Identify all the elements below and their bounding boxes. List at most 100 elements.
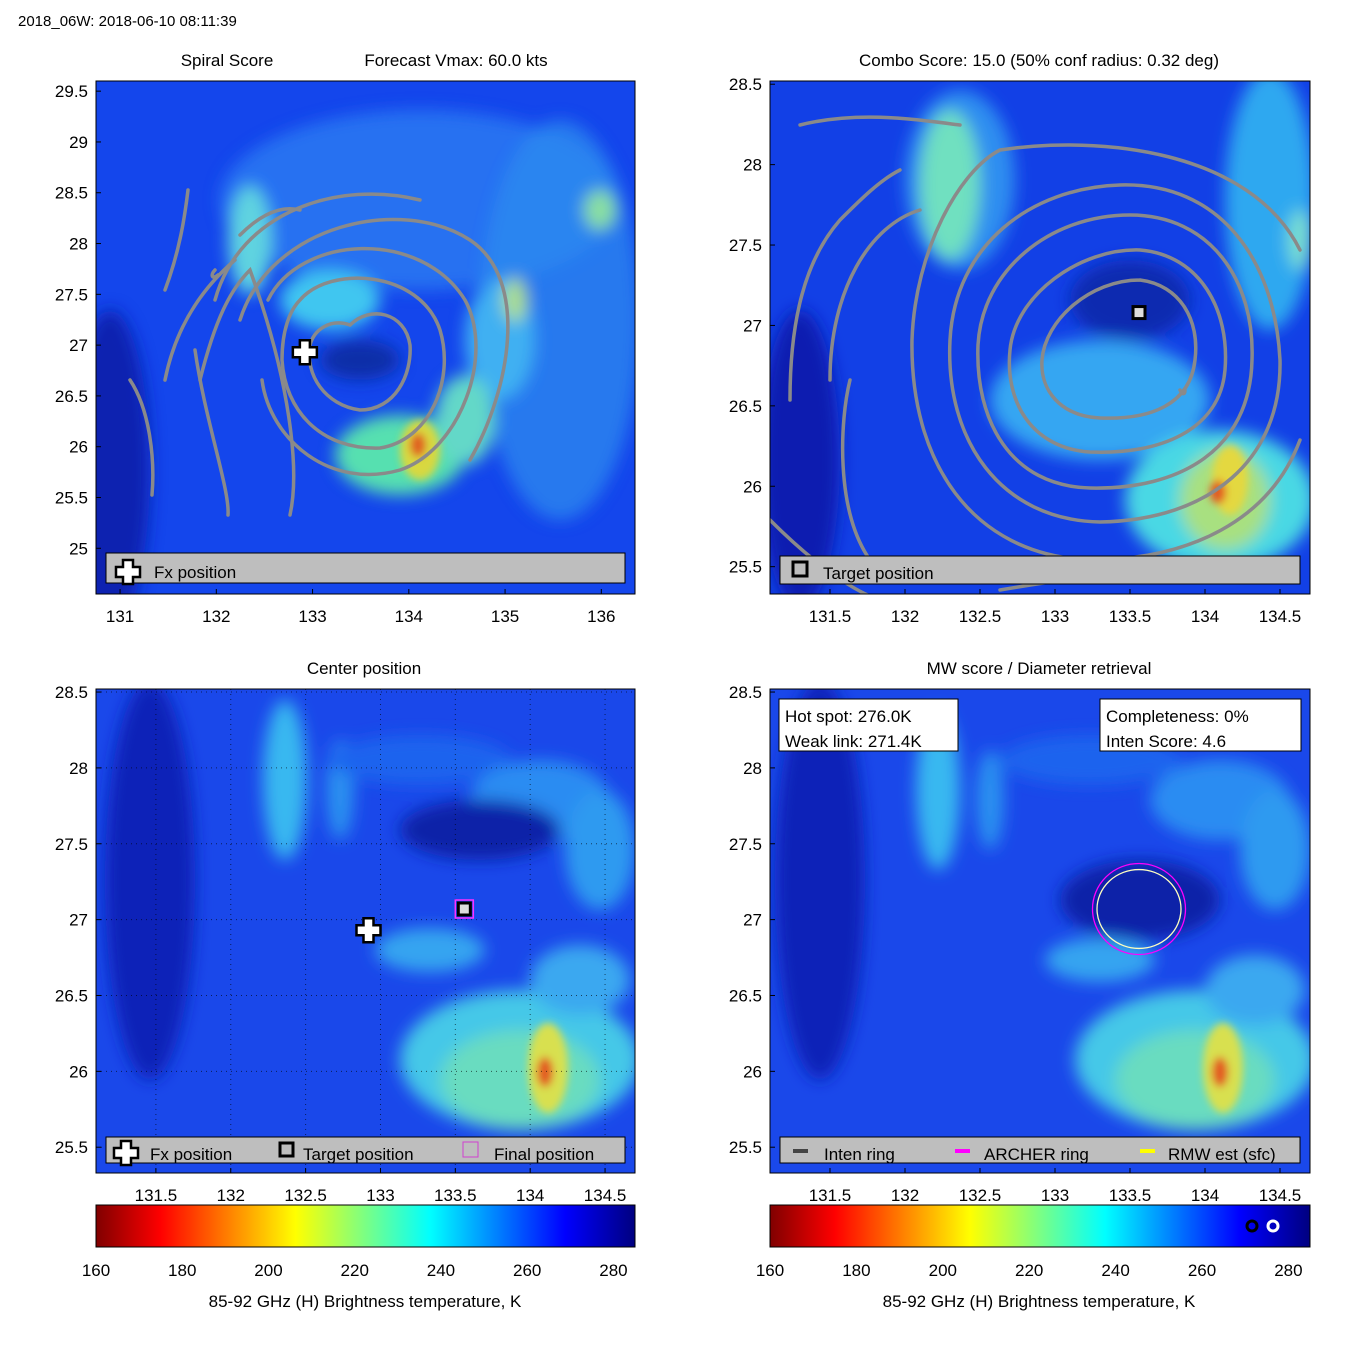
x-tick-label: 133	[1041, 1186, 1069, 1205]
y-tick-label: 28	[69, 235, 88, 254]
y-tick-label: 26	[69, 1062, 88, 1081]
x-tick-label: 134.5	[1259, 607, 1302, 626]
square-icon	[278, 1141, 295, 1158]
mw-title: MW score / Diameter retrieval	[927, 659, 1152, 678]
y-tick-label: 26	[743, 477, 762, 496]
colorbar-tick-label: 240	[427, 1261, 455, 1280]
mw-legend-rmw: RMW est (sfc)	[1168, 1145, 1276, 1164]
spiral-tick-labels: 131 132 133 134 135 136 25 25.5 26 26.5 27 27.5 28 28…	[55, 82, 616, 626]
colorbar-tick-label: 180	[842, 1261, 870, 1280]
x-tick-label: 134	[1191, 1186, 1219, 1205]
y-tick-label: 27.5	[55, 285, 88, 304]
spiral-title: Spiral Score	[181, 51, 274, 70]
y-tick-label: 26.5	[55, 986, 88, 1005]
x-tick-label: 133.5	[434, 1186, 477, 1205]
mw-axes	[769, 688, 1311, 1174]
y-tick-label: 28.5	[729, 75, 762, 94]
colorbar-tick-label: 160	[82, 1261, 110, 1280]
x-tick-label: 132	[891, 1186, 919, 1205]
y-tick-label: 27	[743, 316, 762, 335]
x-tick-label: 134.5	[584, 1186, 627, 1205]
center-axes	[95, 688, 636, 1174]
x-tick-label: 134	[395, 607, 423, 626]
colorbar-tick-label: 260	[513, 1261, 541, 1280]
x-tick-label: 132	[891, 607, 919, 626]
center-legend-final: Final position	[494, 1145, 594, 1164]
colorbar-tick-label: 280	[1274, 1261, 1302, 1280]
colorbar-tick-label: 240	[1101, 1261, 1129, 1280]
mw-legend: Inten ring ARCHER ring RMW est (sfc)	[779, 1136, 1301, 1164]
y-tick-label: 28	[69, 759, 88, 778]
x-tick-label: 133.5	[1109, 1186, 1152, 1205]
x-tick-label: 132.5	[959, 607, 1002, 626]
colorbar-left-gradient	[95, 1204, 636, 1248]
x-tick-label: 133	[366, 1186, 394, 1205]
y-tick-label: 28	[743, 156, 762, 175]
combo-axes	[769, 80, 1311, 595]
y-tick-label: 27	[69, 336, 88, 355]
x-tick-label: 134	[1191, 607, 1219, 626]
mw-legend-box	[779, 1136, 1301, 1164]
colorbar-left-label: 85-92 GHz (H) Brightness temperature, K	[209, 1292, 522, 1311]
colorbar-tick-label: 200	[254, 1261, 282, 1280]
combo-legend: Target position	[779, 555, 1301, 585]
center-title: Center position	[307, 659, 421, 678]
combo-panel: Combo Score: 15.0 (50% conf radius: 0.32…	[729, 51, 1311, 626]
y-tick-label: 29	[69, 133, 88, 152]
y-tick-label: 28.5	[55, 683, 88, 702]
y-tick-label: 25	[69, 539, 88, 558]
mw-legend-archer: ARCHER ring	[984, 1145, 1089, 1164]
colorbar-left: 160 180 200 220 240 260 280 85-92 GHz (H) Brig…	[82, 1204, 636, 1311]
center-field	[105, 689, 635, 1130]
completeness-text: Completeness: 0%	[1106, 707, 1249, 726]
mw-field	[775, 689, 1310, 1130]
mw-legend-inten: Inten ring	[824, 1145, 895, 1164]
combo-field	[770, 81, 1310, 594]
figure-title: 2018_06W: 2018-06-10 08:11:39	[18, 13, 237, 30]
colorbar-tick-label: 180	[168, 1261, 196, 1280]
combo-markers	[1131, 305, 1147, 321]
spiral-legend-fx: Fx position	[154, 563, 236, 582]
x-tick-label: 133.5	[1109, 607, 1152, 626]
y-tick-label: 25.5	[55, 1138, 88, 1157]
colorbar-right-gradient	[769, 1204, 1311, 1248]
x-tick-label: 131.5	[809, 1186, 852, 1205]
center-markers	[355, 899, 475, 944]
center-legend-target: Target position	[303, 1145, 414, 1164]
spiral-legend-box	[105, 552, 626, 584]
y-tick-label: 25.5	[55, 488, 88, 507]
rmw-ring	[1096, 868, 1182, 950]
inten-score-text: Inten Score: 4.6	[1106, 732, 1226, 751]
y-tick-label: 27.5	[55, 835, 88, 854]
y-tick-label: 26	[69, 438, 88, 457]
x-tick-label: 131.5	[809, 607, 852, 626]
x-tick-label: 132.5	[959, 1186, 1002, 1205]
y-tick-label: 28.5	[55, 184, 88, 203]
center-tick-labels: 131.5 132 132.5 133 133.5 134 134.5 25.5 26 26.5 2…	[55, 683, 626, 1205]
colorbar-tick-label: 160	[756, 1261, 784, 1280]
mw-hotspot-box: Hot spot: 276.0K Weak link: 271.4K	[778, 698, 959, 752]
spiral-legend: Fx position	[105, 552, 626, 586]
colorbar-tick-label: 280	[599, 1261, 627, 1280]
cross-icon	[114, 558, 142, 586]
colorbar-tick-label: 260	[1188, 1261, 1216, 1280]
colorbar-tick-label: 200	[929, 1261, 957, 1280]
final-position-marker	[454, 899, 475, 919]
mw-tick-labels: 131.5 132 132.5 133 133.5 134 134.5 25.5 26 26.5 2…	[729, 683, 1301, 1205]
mw-panel: MW score / Diameter retrieval	[729, 659, 1311, 1205]
colorbar-tick-label: 220	[1015, 1261, 1043, 1280]
x-tick-label: 134.5	[1259, 1186, 1302, 1205]
spiral-markers	[291, 338, 319, 366]
y-tick-label: 27	[743, 911, 762, 930]
colorbar-tick-label: 220	[341, 1261, 369, 1280]
center-panel: Center position 131.5 1	[55, 659, 636, 1205]
combo-legend-box	[779, 555, 1301, 585]
y-tick-label: 26.5	[55, 387, 88, 406]
combo-tick-labels: 131.5 132 132.5 133 133.5 134 134.5 25.5 26 26.5 2…	[729, 75, 1301, 626]
cross-icon	[112, 1139, 140, 1167]
colorbar-right: 160 180 200 220 240 260 280 85-92 GHz (H) Brig…	[756, 1204, 1311, 1311]
archer-ring	[1091, 862, 1187, 956]
x-tick-label: 131	[106, 607, 134, 626]
combo-title: Combo Score: 15.0 (50% conf radius: 0.32…	[859, 51, 1219, 70]
x-tick-label: 132	[202, 607, 230, 626]
